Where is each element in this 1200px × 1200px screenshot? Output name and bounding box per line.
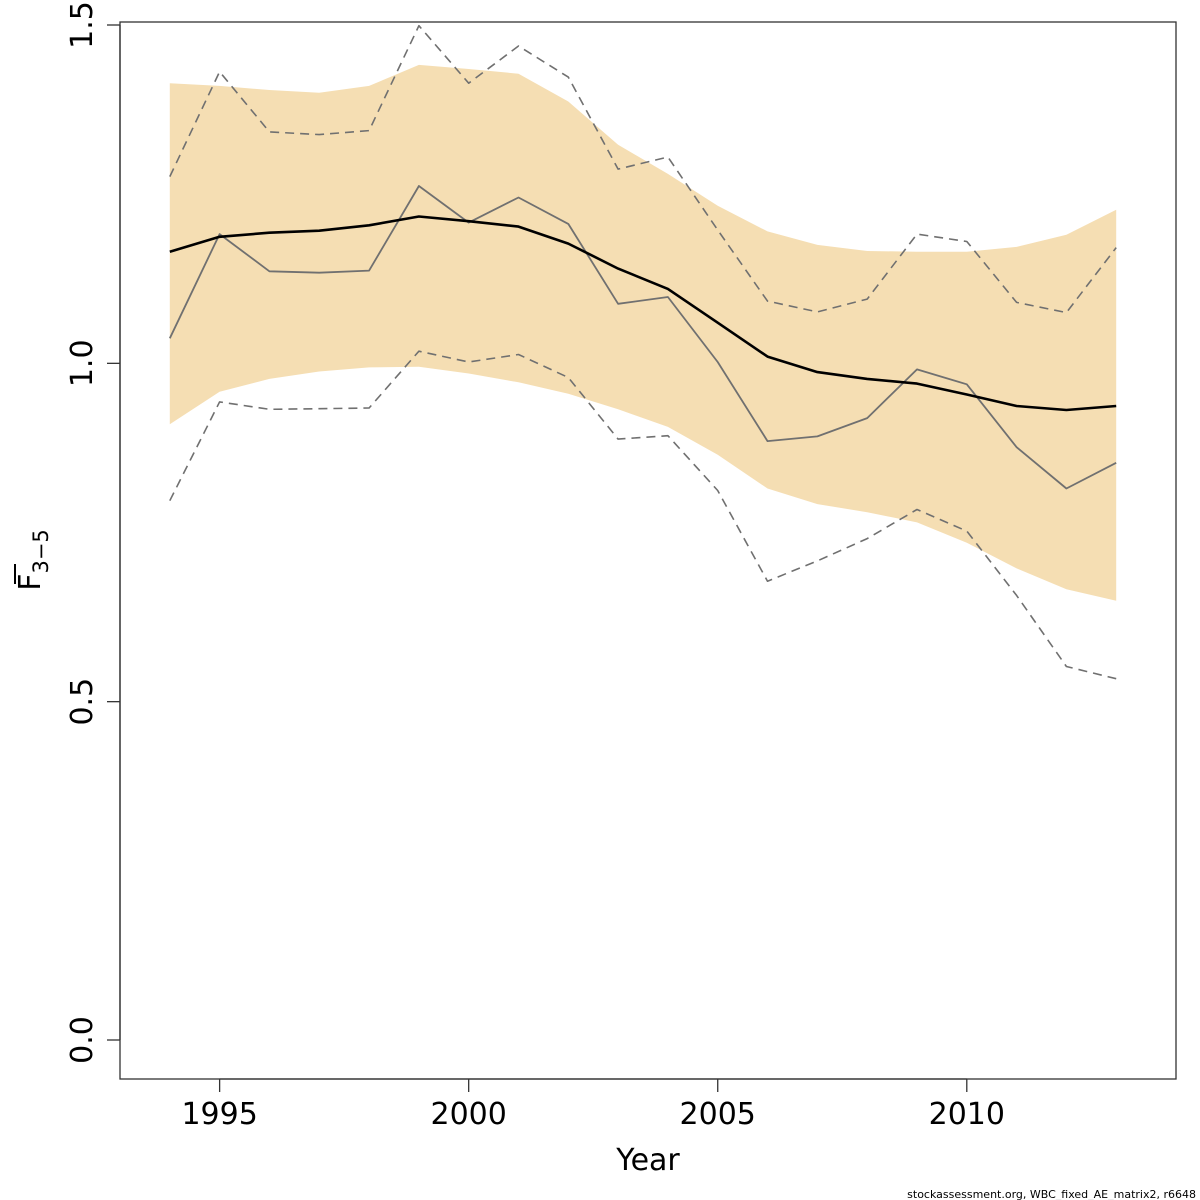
- x-axis-label: Year: [615, 1143, 680, 1178]
- x-tick-label: 1995: [181, 1097, 257, 1132]
- y-tick-label: 0.5: [65, 678, 100, 726]
- confidence-band: [169, 64, 1117, 601]
- series-line-observed-lower: [169, 350, 1117, 680]
- y-tick-label: 1.5: [65, 1, 100, 49]
- y-axis-label-main: F: [13, 574, 48, 591]
- x-tick-label: 2010: [929, 1097, 1005, 1132]
- y-axis-label: F3−5: [13, 529, 53, 591]
- x-tick-label: 2000: [430, 1097, 506, 1132]
- x-tick-label: 2005: [680, 1097, 756, 1132]
- plot-area: [168, 24, 1117, 680]
- y-axis: 0.0 0.5 1.0 1.5: [65, 1, 121, 1064]
- series-line-observed: [168, 185, 1117, 490]
- series-line-estimate: [169, 215, 1117, 412]
- y-axis-label-subscript: 3−5: [29, 529, 53, 573]
- x-axis: 1995 2000 2005 2010: [181, 1078, 1005, 1132]
- y-tick-label: 0.0: [65, 1016, 100, 1064]
- y-tick-label: 1.0: [65, 339, 100, 387]
- footer-source: stockassessment.org, WBC_fixed_AE_matrix…: [907, 1188, 1196, 1200]
- series-line-observed-upper: [169, 24, 1117, 314]
- svg-text:F3−5: F3−5: [13, 529, 53, 591]
